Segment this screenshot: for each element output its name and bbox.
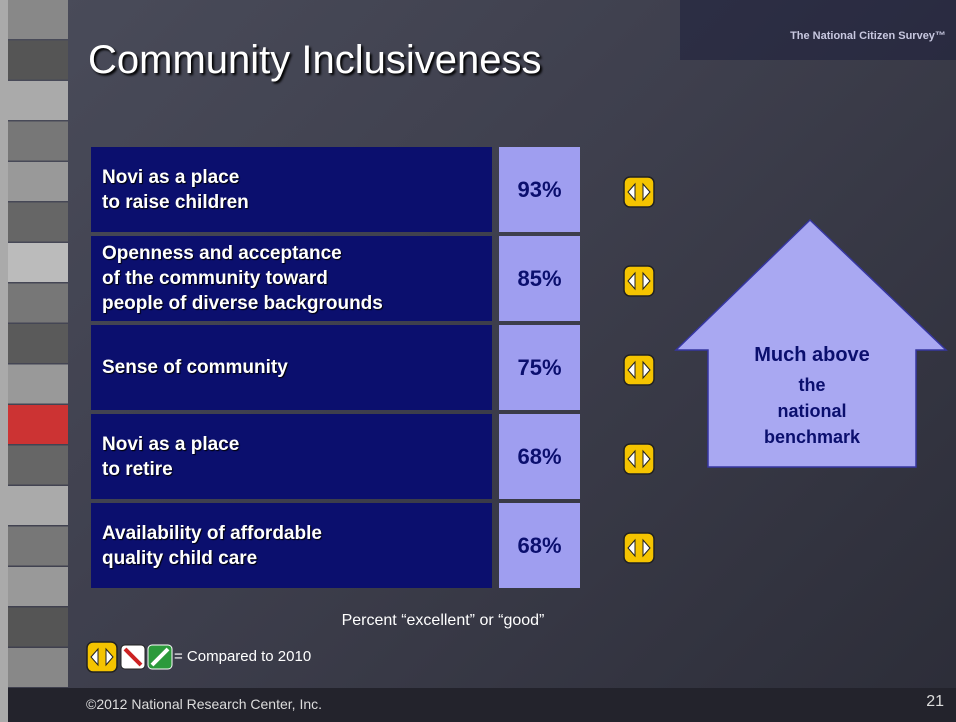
row-value: 68% [499,503,580,588]
photo-tile [8,648,68,687]
row-label: Novi as a place to raise children [91,147,492,232]
comparison-icon-arrows [642,538,651,558]
comparison-icon-arrows [627,182,636,202]
caption: Percent “excellent” or “good” [341,612,545,629]
comparison-icon-arrows [642,182,651,202]
comparison-icon-arrows [642,271,651,291]
row-value: 75% [499,325,580,410]
comparison-icon-arrows [627,271,636,291]
photo-tile [8,162,68,201]
comparison-icon [623,176,655,208]
footer-bar [0,688,956,722]
comparison-icon [623,532,655,564]
row-value: 93% [499,147,580,232]
benchmark-headline: Much above [754,344,870,366]
photo-tile [8,445,68,485]
photo-tile [8,486,68,525]
title: Community Inclusiveness [88,38,542,82]
photo-tile [8,567,68,606]
legend-icon-similar-arrows [105,647,114,667]
photo-tile [8,202,68,242]
comparison-icon-arrows [627,360,636,380]
comparison-icon-arrows [642,449,651,469]
copyright: ©2012 National Research Center, Inc. [86,696,323,712]
comparison-icon-arrows [627,538,636,558]
comparison-icon-arrows [642,360,651,380]
photo-tile [8,0,68,39]
legend-icon-similar [86,641,118,673]
photo-tile [8,243,68,282]
row-label: Availability of affordable quality child… [91,503,492,588]
comparison-icon [623,443,655,475]
photo-tile [8,324,68,363]
photo-tile [8,40,68,80]
logo: The National Citizen Survey™ [790,30,946,42]
photo-tile [8,81,68,120]
comparison-icon [623,265,655,297]
photo-tile [8,283,68,323]
row-value: 68% [499,414,580,499]
row-label: Novi as a place to retire [91,414,492,499]
comparison-icon [623,354,655,386]
photo-tile [8,607,68,647]
photo-tile [8,364,68,404]
row-label: Openness and acceptance of the community… [91,236,492,321]
benchmark-arrow [674,218,948,468]
photo-tile [8,526,68,566]
comparison-icon-arrows [627,449,636,469]
row-label: Sense of community [91,325,492,410]
logo-bg [680,0,956,60]
benchmark-detail: the national benchmark [763,375,861,447]
row-value: 85% [499,236,580,321]
photo-strip-edge [0,0,8,722]
photo-tile [8,121,68,161]
legend-icon-down-arrow [123,647,143,667]
legend-text: = Compared to 2010 [174,648,312,665]
legend-icon-similar-arrows [90,647,99,667]
legend-icon-up-arrow [150,647,170,667]
photo-tile [8,405,68,444]
page-number: 21 [926,693,944,710]
